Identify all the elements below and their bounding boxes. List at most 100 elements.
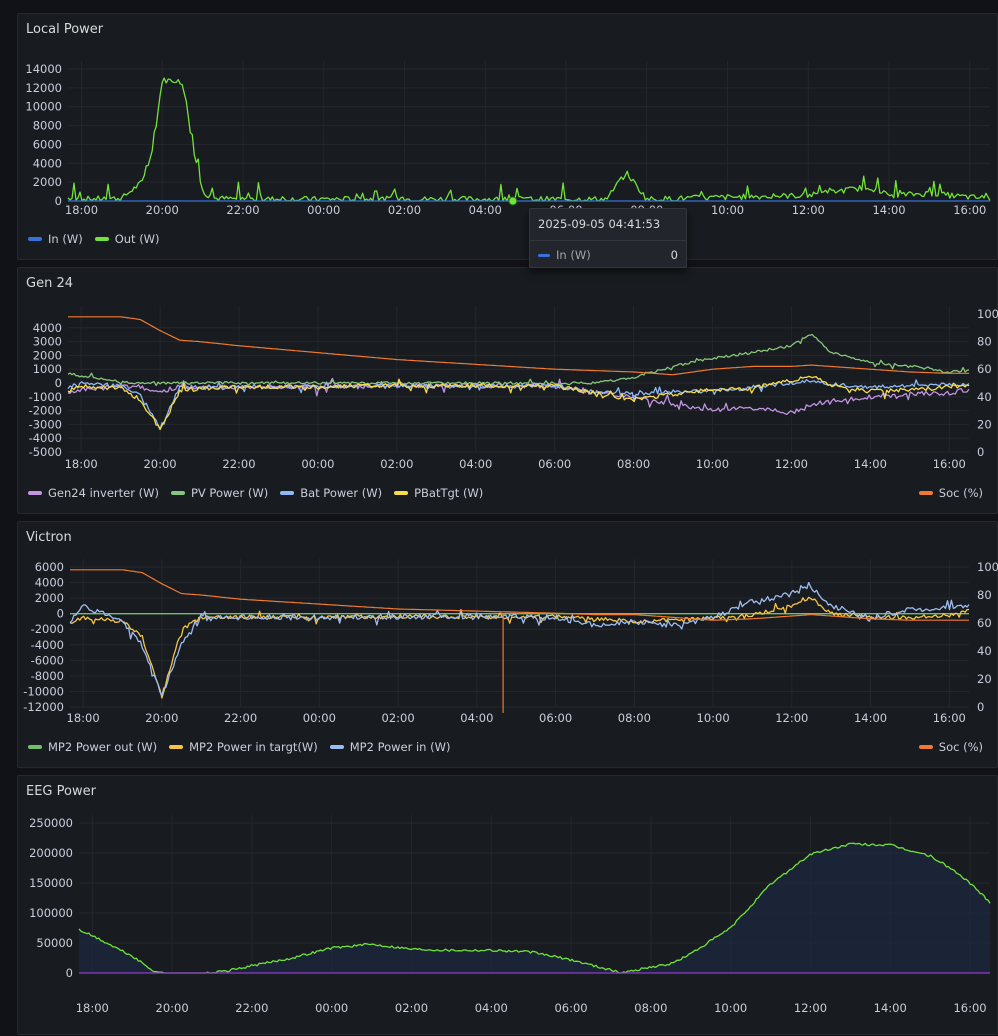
legend-item-pbattgt[interactable]: PBatTgt (W) (394, 486, 483, 500)
y-tick-label: 250000 (29, 816, 73, 830)
legend-swatch (918, 491, 933, 495)
legend-swatch (169, 745, 184, 749)
x-tick-label: 10:00 (714, 1001, 747, 1015)
x-tick-label: 00:00 (307, 203, 340, 217)
legend-item-gen24-inverter[interactable]: Gen24 inverter (W) (28, 486, 159, 500)
x-tick-label: 20:00 (156, 1001, 189, 1015)
legend-label: Bat Power (W) (300, 486, 383, 500)
y-tick-label: 4000 (33, 321, 62, 335)
x-tick-label: 22:00 (235, 1001, 268, 1015)
legend-item-mp2-out[interactable]: MP2 Power out (W) (28, 740, 157, 754)
panel-local-power: Local Power 18:00 20:00 22:00 00:00 02:00 04:… (17, 13, 998, 260)
x-tick-label: 04:00 (459, 457, 492, 471)
x-tick-label: 10:00 (711, 203, 744, 217)
x-tick-label: 08:00 (618, 711, 651, 725)
legend-label: MP2 Power in (W) (349, 740, 451, 754)
x-tick-label: 20:00 (145, 711, 178, 725)
legend-item-soc[interactable]: Soc (%) (918, 740, 983, 754)
legend-swatch (94, 237, 109, 241)
grid (70, 559, 969, 708)
y-tick-label: -5000 (29, 445, 62, 459)
y2-tick-label: 0 (977, 700, 984, 714)
legend-item-bat-power[interactable]: Bat Power (W) (280, 486, 382, 500)
legend-swatch (329, 745, 344, 749)
series-line-soc- (68, 316, 969, 376)
series-area (79, 843, 990, 973)
tooltip-time: 2025-09-05 04:41:53 (538, 217, 661, 231)
legend-item-soc[interactable]: Soc (%) (918, 486, 983, 500)
panel-gen24: Gen 24 18:00 20:00 22:00 00:00 02:00 04:00 06:… (17, 267, 998, 514)
x-tick-label: 12:00 (775, 457, 808, 471)
x-tick-label: 18:00 (65, 203, 98, 217)
y-tick-label: -4000 (31, 638, 64, 652)
y-tick-label: 0 (57, 607, 64, 621)
legend-item-pv-power[interactable]: PV Power (W) (170, 486, 268, 500)
local-power-chart[interactable]: 18:0020:0022:0000:0002:0004:0006:0008:00… (18, 14, 998, 261)
x-tick-label: 02:00 (388, 203, 421, 217)
legend-label: Out (W) (114, 232, 160, 246)
legend-item-mp2-targt[interactable]: MP2 Power in targt(W) (169, 740, 318, 754)
panel-title[interactable]: Local Power (26, 22, 104, 37)
x-tick-label: 20:00 (146, 203, 179, 217)
legend-item-in[interactable]: In (W) (28, 232, 83, 246)
y-tick-label: 2000 (35, 591, 64, 605)
legend-item-out[interactable]: Out (W) (94, 232, 160, 246)
x-tick-label: 16:00 (933, 711, 966, 725)
y-tick-label: -2000 (29, 404, 62, 418)
x-tick-label: 14:00 (874, 1001, 907, 1015)
victron-chart[interactable]: 18:00 20:00 22:00 00:00 02:00 04:00 06:00 08:00… (18, 522, 998, 769)
legend-swatch (918, 745, 933, 749)
legend-swatch (280, 491, 295, 495)
panel-title[interactable]: Victron (26, 530, 72, 545)
legend-right: Soc (%) (918, 740, 983, 754)
gen24-chart[interactable]: 18:00 20:00 22:00 00:00 02:00 04:00 06:00 08:00… (18, 268, 998, 515)
series-line-eeg (78, 842, 991, 974)
x-tick-label: 16:00 (953, 1001, 986, 1015)
legend-item-mp2-in[interactable]: MP2 Power in (W) (329, 740, 451, 754)
legend: MP2 Power out (W) MP2 Power in targt(W) … (28, 740, 450, 754)
panel-title[interactable]: EEG Power (26, 784, 96, 799)
x-tick-label: 08:00 (617, 457, 650, 471)
tooltip-swatch (538, 253, 550, 257)
tooltip-divider (530, 240, 686, 241)
x-tick-label: 06:00 (538, 457, 571, 471)
x-tick-label: 02:00 (382, 711, 415, 725)
legend-swatch (394, 491, 409, 495)
x-tick-label: 06:00 (539, 711, 572, 725)
hover-point (508, 196, 518, 206)
y-tick-label: 10000 (25, 100, 62, 114)
y-tick-label: 150000 (29, 876, 73, 890)
x-tick-label: 14:00 (854, 711, 887, 725)
series-line-out-w- (67, 77, 991, 202)
legend-label: MP2 Power in targt(W) (189, 740, 318, 754)
x-tick-label: 22:00 (222, 457, 255, 471)
y2-tick-label: 60 (977, 616, 992, 630)
x-tick-label: 10:00 (696, 457, 729, 471)
y-tick-label: -10000 (23, 684, 64, 698)
tooltip: 2025-09-05 04:41:53 In (W) 0 (529, 208, 687, 268)
y-tick-label: 6000 (35, 560, 64, 574)
series-line-pv-power-w- (67, 333, 970, 388)
x-tick-label: 16:00 (933, 457, 966, 471)
legend-label: MP2 Power out (W) (48, 740, 158, 754)
x-tick-label: 20:00 (143, 457, 176, 471)
x-tick-label: 04:00 (475, 1001, 508, 1015)
tooltip-series-name: In (W) (556, 248, 591, 262)
x-tick-label: 06:00 (554, 1001, 587, 1015)
x-tick-label: 12:00 (792, 203, 825, 217)
eeg-power-chart[interactable]: 18:00 20:00 22:00 00:00 02:00 04:00 06:00 08:00… (18, 776, 998, 1036)
x-tick-label: 18:00 (65, 457, 98, 471)
x-tick-label: 14:00 (872, 203, 905, 217)
y-tick-label: -3000 (29, 417, 62, 431)
legend-swatch (170, 491, 185, 495)
tooltip-row: In (W) 0 (538, 248, 678, 262)
panel-title[interactable]: Gen 24 (26, 276, 73, 291)
x-tick-label: 12:00 (775, 711, 808, 725)
legend-label: PBatTgt (W) (414, 486, 484, 500)
grid (68, 61, 990, 202)
y2-tick-label: 40 (977, 644, 992, 658)
y-tick-label: 0 (55, 194, 62, 208)
y-tick-label: 0 (66, 966, 73, 980)
y-tick-label: 4000 (35, 576, 64, 590)
x-tick-label: 12:00 (794, 1001, 827, 1015)
